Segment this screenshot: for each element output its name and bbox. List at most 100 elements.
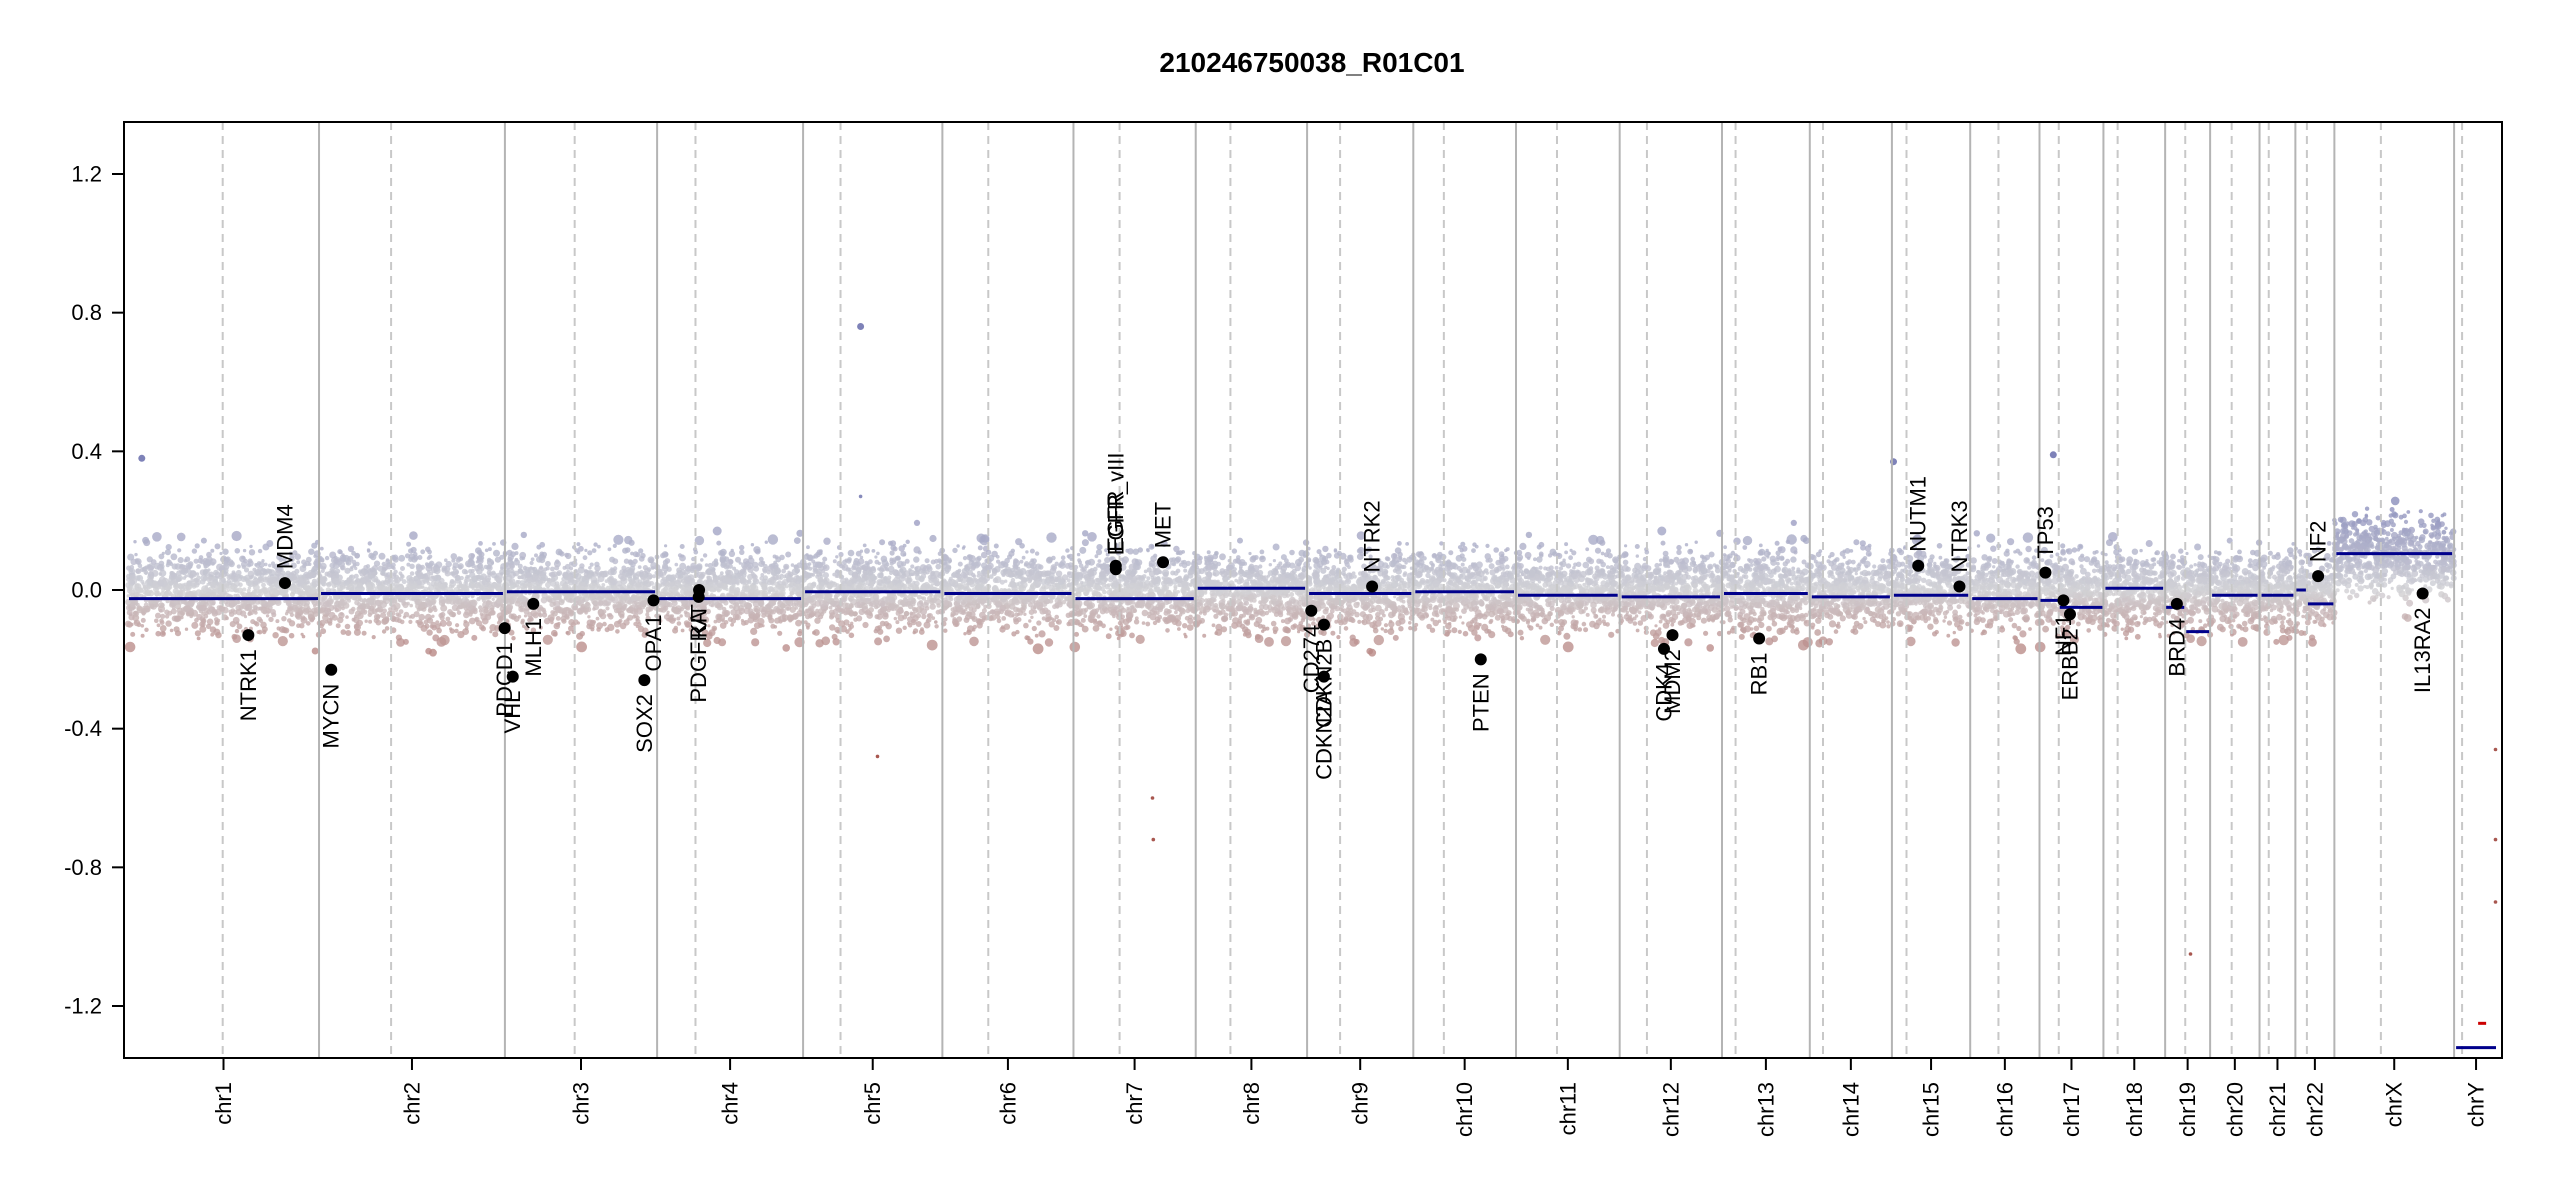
probe-point	[147, 565, 154, 572]
probe-point	[742, 583, 748, 590]
probe-point	[409, 603, 414, 608]
probe-point	[165, 544, 172, 551]
probe-point	[492, 631, 499, 638]
probe-point	[893, 616, 897, 621]
probe-point	[853, 611, 858, 616]
probe-point	[165, 620, 172, 627]
probe-point	[608, 612, 613, 617]
probe-point	[284, 561, 290, 567]
probe-point	[228, 585, 236, 592]
probe-point	[723, 563, 730, 570]
probe-point	[489, 630, 493, 634]
probe-point	[677, 553, 683, 558]
probe-point	[834, 605, 842, 612]
probe-point	[638, 596, 643, 601]
probe-point	[861, 602, 868, 610]
probe-point	[335, 623, 341, 629]
probe-point	[1016, 617, 1022, 623]
probe-point	[164, 614, 170, 619]
probe-point	[554, 565, 560, 571]
probe-point	[589, 582, 596, 590]
probe-point	[670, 585, 675, 590]
probe-point	[806, 545, 810, 550]
probe-point	[364, 619, 368, 623]
probe-point	[376, 614, 381, 619]
probe-point	[856, 601, 861, 606]
probe-point	[235, 593, 240, 598]
probe-point	[200, 537, 207, 544]
probe-point	[640, 573, 644, 577]
probe-point	[815, 608, 819, 613]
probe-point	[879, 620, 886, 627]
probe-point	[260, 606, 268, 614]
probe-point	[210, 561, 215, 566]
probe-point	[647, 574, 653, 580]
probe-point	[470, 599, 478, 607]
probe-point	[353, 628, 361, 636]
probe-point	[458, 581, 462, 585]
probe-point	[955, 574, 959, 578]
probe-point	[906, 578, 912, 584]
probe-point	[592, 600, 598, 606]
probe-point	[253, 608, 258, 613]
probe-point	[600, 570, 608, 578]
probe-point	[242, 548, 247, 553]
probe-point	[128, 567, 136, 575]
probe-point	[298, 608, 302, 612]
probe-point	[734, 569, 740, 575]
probe-point	[365, 603, 370, 608]
probe-point	[751, 573, 757, 579]
probe-point	[345, 615, 349, 619]
probe-point	[494, 556, 501, 563]
probe-point	[663, 605, 669, 611]
probe-point	[399, 576, 404, 582]
probe-point	[582, 555, 588, 561]
probe-point	[451, 558, 456, 563]
probe-point	[969, 636, 979, 647]
probe-point	[812, 561, 819, 568]
probe-point	[335, 568, 341, 574]
probe-point	[236, 623, 243, 630]
probe-point	[169, 571, 174, 575]
probe-point	[886, 596, 893, 602]
probe-point	[874, 555, 878, 559]
probe-point	[184, 601, 189, 606]
probe-point	[677, 583, 682, 588]
chart-title: 210246750038_R01C01	[1159, 47, 1464, 78]
probe-point	[464, 609, 471, 616]
probe-point	[952, 547, 958, 554]
probe-point	[472, 609, 478, 615]
probe-point	[895, 620, 900, 625]
probe-point	[143, 605, 151, 613]
probe-point	[276, 554, 283, 561]
probe-point	[555, 548, 563, 556]
probe-point	[532, 612, 539, 619]
probe-point	[347, 598, 351, 603]
probe-point	[773, 625, 778, 629]
probe-point	[623, 593, 631, 601]
probe-point	[735, 609, 741, 615]
probe-point	[271, 587, 278, 595]
probe-point	[702, 553, 708, 558]
probe-point	[210, 582, 217, 588]
probe-point	[435, 561, 443, 569]
probe-point	[739, 578, 745, 584]
probe-point	[241, 564, 246, 570]
probe-point	[876, 551, 880, 556]
probe-point	[767, 534, 779, 545]
probe-point	[396, 638, 405, 647]
probe-point	[898, 575, 906, 582]
probe-point	[366, 548, 371, 552]
probe-point	[181, 564, 187, 570]
probe-point	[374, 599, 381, 606]
probe-point	[615, 601, 622, 609]
probe-point	[663, 570, 668, 574]
probe-point	[984, 579, 988, 584]
probe-point	[753, 565, 760, 572]
probe-point	[912, 630, 916, 635]
probe-point	[680, 628, 685, 633]
probe-point	[173, 615, 181, 623]
probe-point	[406, 601, 410, 606]
probe-point	[348, 608, 355, 615]
probe-point	[822, 556, 828, 562]
